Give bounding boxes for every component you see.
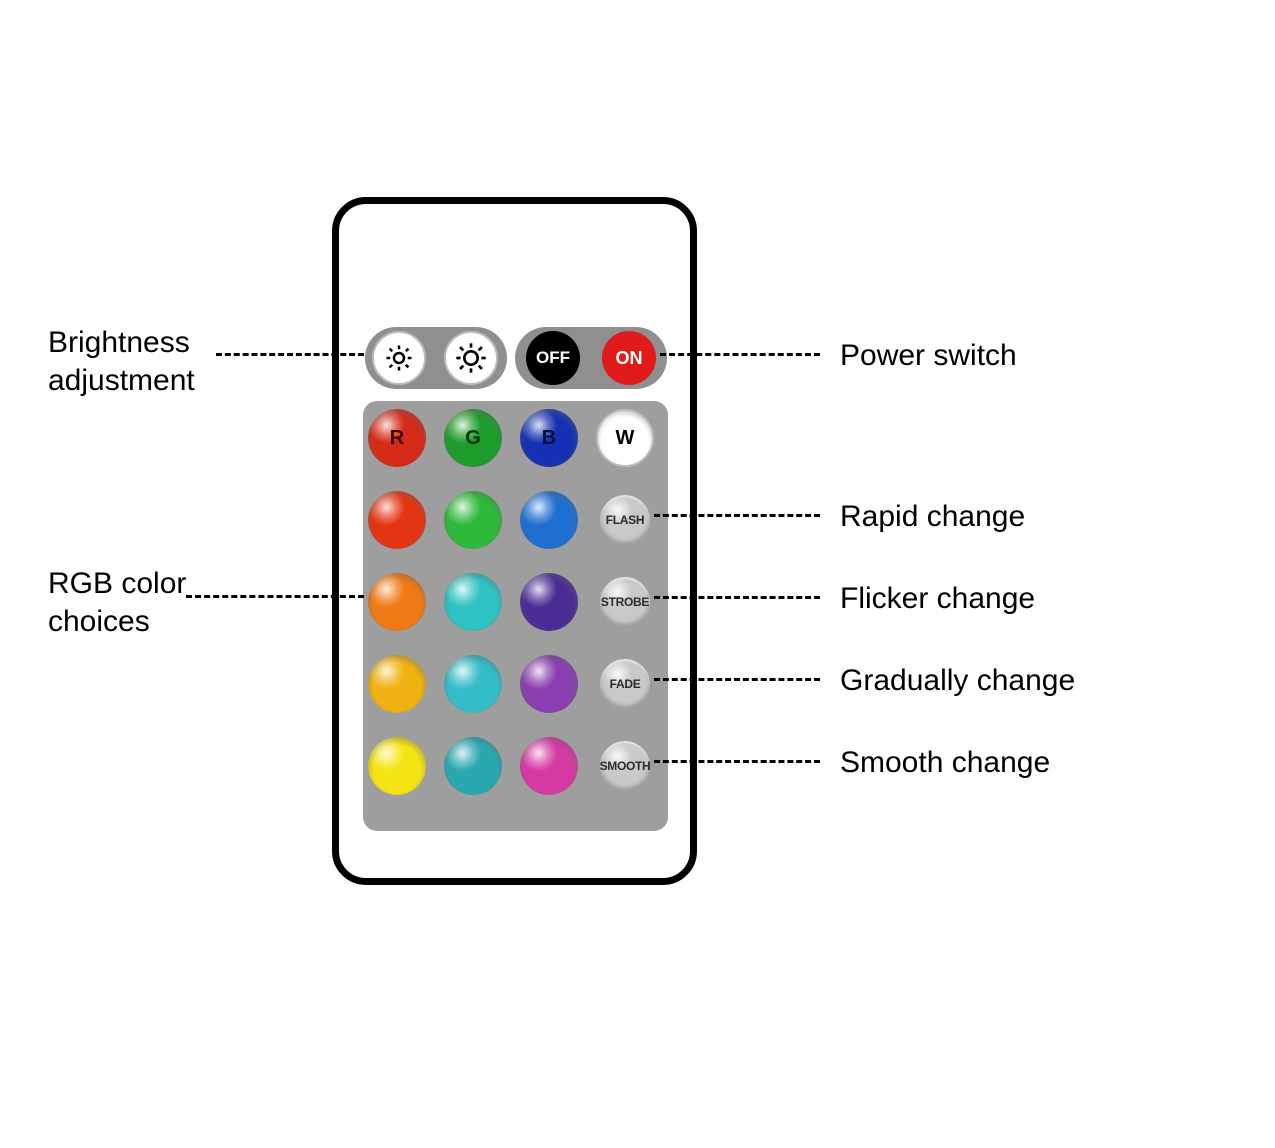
callout-flash-leader: [654, 514, 820, 517]
color-header-w-button[interactable]: W: [596, 409, 654, 467]
color-header-b-button[interactable]: B: [520, 409, 578, 467]
color-button-r3-c1[interactable]: [444, 737, 502, 795]
color-button-r1-c0[interactable]: [368, 573, 426, 631]
power-on-label: ON: [616, 348, 643, 369]
callout-brightness-leader: [216, 353, 364, 356]
remote-body: OFF ON RGBW FLASH STROBE FADE SMOOTH: [332, 197, 697, 885]
brightness-up-button[interactable]: [444, 331, 498, 385]
sun-up-icon: [455, 342, 487, 374]
mode-smooth-button[interactable]: SMOOTH: [600, 741, 650, 791]
color-button-r3-c0[interactable]: [368, 737, 426, 795]
sun-down-icon: [384, 343, 414, 373]
power-on-button[interactable]: ON: [602, 331, 656, 385]
power-off-label: OFF: [536, 348, 570, 368]
color-button-r2-c0[interactable]: [368, 655, 426, 713]
callout-flash-label: Rapid change: [840, 498, 1025, 536]
color-header-r-button[interactable]: R: [368, 409, 426, 467]
diagram-canvas: OFF ON RGBW FLASH STROBE FADE SMOOTH Brightn…: [0, 0, 1275, 1148]
callout-fade-leader: [654, 678, 820, 681]
callout-power-label: Power switch: [840, 337, 1017, 375]
color-button-r0-c2[interactable]: [520, 491, 578, 549]
color-button-r2-c1[interactable]: [444, 655, 502, 713]
callout-rgb-label: RGB colorchoices: [48, 565, 186, 640]
color-button-r0-c0[interactable]: [368, 491, 426, 549]
color-button-r3-c2[interactable]: [520, 737, 578, 795]
brightness-down-button[interactable]: [372, 331, 426, 385]
callout-rgb-leader: [186, 595, 364, 598]
callout-smooth-label: Smooth change: [840, 744, 1050, 782]
color-button-r0-c1[interactable]: [444, 491, 502, 549]
mode-flash-button[interactable]: FLASH: [600, 495, 650, 545]
callout-power-leader: [660, 353, 820, 356]
callout-fade-label: Gradually change: [840, 662, 1075, 700]
color-button-r1-c1[interactable]: [444, 573, 502, 631]
button-grid-panel: RGBW FLASH STROBE FADE SMOOTH: [363, 401, 668, 831]
color-button-r2-c2[interactable]: [520, 655, 578, 713]
callout-strobe-leader: [654, 596, 820, 599]
color-header-g-button[interactable]: G: [444, 409, 502, 467]
mode-strobe-button[interactable]: STROBE: [600, 577, 650, 627]
color-button-r1-c2[interactable]: [520, 573, 578, 631]
callout-brightness-label: Brightnessadjustment: [48, 324, 195, 399]
callout-strobe-label: Flicker change: [840, 580, 1035, 618]
mode-fade-button[interactable]: FADE: [600, 659, 650, 709]
callout-smooth-leader: [654, 760, 820, 763]
power-off-button[interactable]: OFF: [526, 331, 580, 385]
